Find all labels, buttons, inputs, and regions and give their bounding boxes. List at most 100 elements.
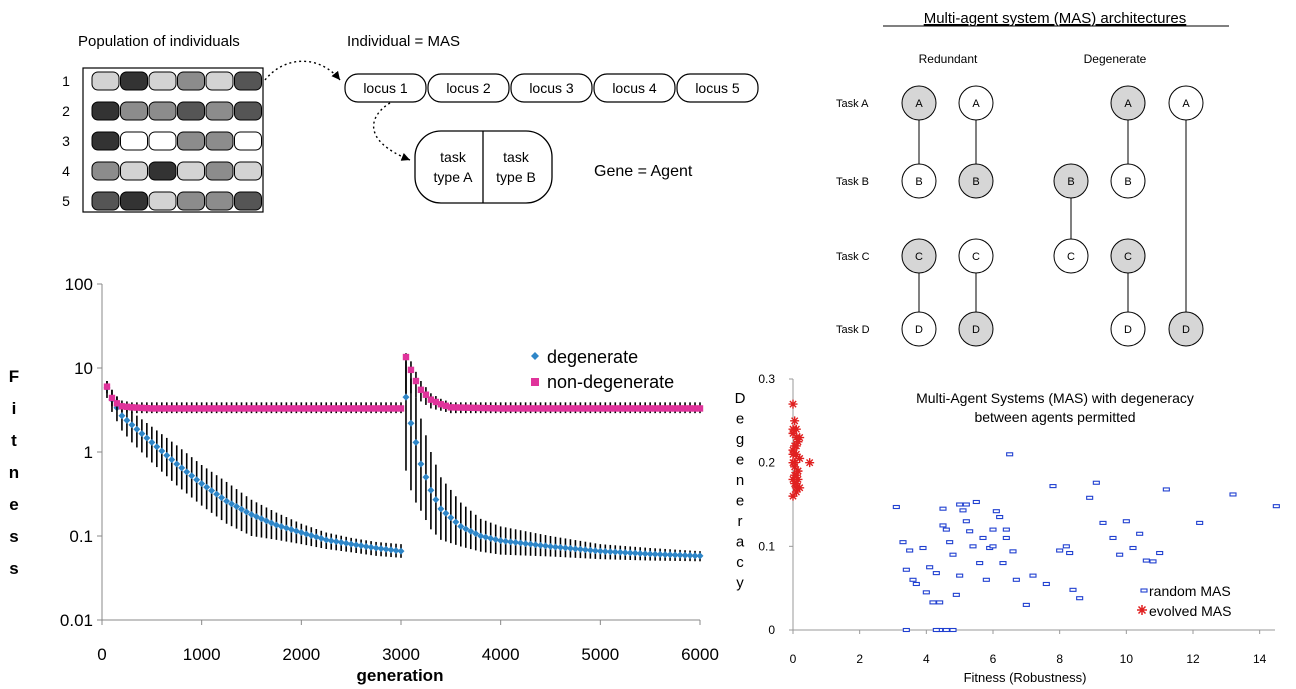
agent-node bbox=[1110, 163, 1146, 199]
legend-random-mas-marker bbox=[1140, 588, 1148, 593]
degenerate-point bbox=[432, 496, 440, 504]
degenerate-point bbox=[148, 438, 156, 446]
degenerate-point bbox=[302, 530, 310, 538]
non-degenerate-point bbox=[168, 405, 175, 412]
evolved-mas-point bbox=[790, 416, 800, 426]
non-degenerate-point bbox=[502, 405, 509, 412]
random-mas-point bbox=[969, 544, 977, 549]
architecture-nodes: A B C D A B C D B C A B C D A D bbox=[901, 85, 1204, 347]
population-gene-cell bbox=[148, 71, 177, 91]
fitness-y-tick-label: 0.01 bbox=[60, 611, 93, 630]
degenerate-point bbox=[173, 460, 181, 468]
degeneracy-axes: 0 0.1 0.2 0.3 0 2 4 6 8 10 12 14 bbox=[758, 372, 1275, 666]
degenerate-point bbox=[472, 530, 480, 538]
random-mas-point bbox=[989, 544, 997, 549]
random-mas-point bbox=[926, 565, 934, 570]
degenerate-point bbox=[427, 486, 435, 494]
fitness-x-tick-label: 1000 bbox=[183, 645, 221, 664]
degenerate-point bbox=[238, 505, 246, 513]
degeneracy-y-tick-label: 0 bbox=[768, 623, 775, 637]
non-degenerate-point bbox=[183, 405, 190, 412]
evolved-mas-point bbox=[793, 437, 803, 447]
degenerate-point bbox=[198, 480, 206, 488]
random-mas-point bbox=[906, 548, 914, 553]
non-degenerate-point bbox=[387, 405, 395, 412]
population-gene-cell bbox=[91, 131, 120, 151]
non-degenerate-point bbox=[612, 405, 619, 412]
random-mas-point bbox=[1069, 587, 1077, 592]
non-degenerate-point bbox=[637, 405, 644, 412]
random-mas-point bbox=[909, 577, 917, 582]
random-mas-point bbox=[956, 502, 964, 507]
degenerate-point bbox=[233, 503, 241, 511]
degenerate-point bbox=[576, 545, 584, 553]
degenerate-point bbox=[487, 534, 495, 542]
agent-node bbox=[1168, 311, 1204, 347]
degeneracy-x-tick-label: 10 bbox=[1120, 652, 1134, 666]
degenerate-point bbox=[547, 542, 554, 550]
non-degenerate-point bbox=[243, 405, 250, 412]
fitness-ylabel-letter: s bbox=[9, 527, 18, 546]
non-degenerate-point bbox=[392, 405, 400, 412]
degenerate-point bbox=[641, 550, 649, 558]
non-degenerate-point bbox=[148, 405, 156, 412]
non-degenerate-point bbox=[218, 405, 225, 412]
degenerate-point bbox=[507, 538, 515, 546]
non-degenerate-point bbox=[407, 366, 415, 374]
non-degenerate-point bbox=[412, 377, 420, 385]
random-mas-point bbox=[949, 627, 957, 633]
agent-node-letter: A bbox=[972, 98, 980, 110]
non-degenerate-point bbox=[597, 405, 604, 412]
population-gene-cell bbox=[177, 161, 205, 181]
degenerate-point bbox=[616, 548, 624, 556]
non-degenerate-point bbox=[542, 405, 549, 412]
non-degenerate-point bbox=[622, 405, 629, 412]
agent-node bbox=[1168, 85, 1204, 121]
non-degenerate-point bbox=[273, 405, 280, 412]
degeneracy-ylabel-letter: c bbox=[736, 554, 744, 571]
population-gene-cell bbox=[177, 101, 205, 121]
agent-node bbox=[901, 85, 937, 121]
fitness-y-tick-label: 0.1 bbox=[69, 527, 93, 546]
degenerate-point bbox=[193, 476, 201, 484]
non-degenerate-point bbox=[442, 402, 450, 410]
evolved-mas-point bbox=[793, 466, 803, 476]
task-label: Task C bbox=[836, 251, 870, 263]
random-mas-point bbox=[976, 561, 984, 566]
non-degenerate-point bbox=[547, 405, 554, 412]
non-degenerate-point bbox=[452, 404, 460, 411]
non-degenerate-point bbox=[278, 405, 285, 412]
locus-capsule bbox=[427, 73, 510, 103]
degenerate-point bbox=[317, 534, 325, 542]
degenerate-point bbox=[138, 430, 146, 438]
non-degenerate-point bbox=[462, 404, 469, 411]
non-degenerate-point bbox=[248, 405, 255, 412]
non-degenerate-point bbox=[681, 405, 689, 412]
non-degenerate-point bbox=[627, 405, 634, 412]
non-degenerate-point bbox=[497, 405, 504, 412]
architectures-panel: Multi-agent system (MAS) architectures R… bbox=[836, 10, 1229, 347]
degenerate-point bbox=[646, 550, 654, 558]
fitness-x-tick-label: 0 bbox=[97, 645, 106, 664]
degenerate-point bbox=[537, 541, 545, 549]
random-mas-point bbox=[902, 627, 910, 633]
population-gene-cell bbox=[120, 131, 148, 151]
non-degenerate-point bbox=[661, 405, 669, 412]
degenerate-point bbox=[257, 515, 265, 523]
random-mas-point bbox=[1109, 535, 1117, 541]
degenerate-point bbox=[183, 468, 191, 476]
random-mas-point bbox=[932, 571, 940, 576]
agent-node bbox=[1110, 311, 1146, 347]
agent-node bbox=[901, 311, 937, 347]
agent-node bbox=[958, 163, 994, 199]
degenerate-point bbox=[248, 511, 255, 519]
agent-node bbox=[958, 311, 994, 347]
degenerate-point bbox=[636, 549, 644, 557]
agent-node bbox=[1110, 238, 1146, 274]
population-gene-cell bbox=[148, 101, 177, 121]
random-mas-point bbox=[1029, 573, 1037, 578]
non-degenerate-point bbox=[178, 405, 185, 412]
degeneracy-ylabel-letter: e bbox=[736, 493, 744, 510]
degeneracy-x-tick-label: 0 bbox=[790, 652, 797, 666]
